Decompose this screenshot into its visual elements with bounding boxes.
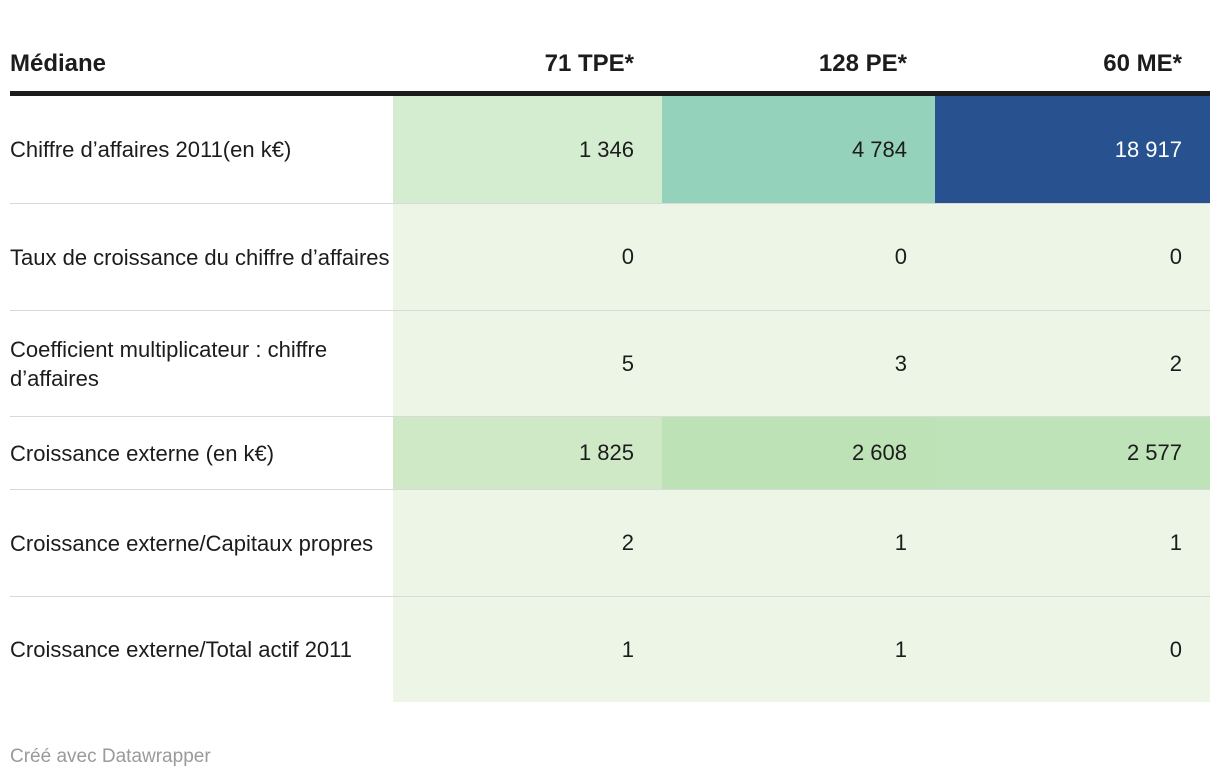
heatmap-cell: 0: [935, 204, 1210, 310]
table-title: Médiane: [10, 49, 107, 77]
row-label: Taux de croissance du chiffre d’affaires: [10, 204, 393, 310]
row-label: Croissance externe (en k€): [10, 417, 393, 489]
column-header-pe: 128 PE*: [818, 49, 907, 77]
table-row: Chiffre d’affaires 2011(en k€) 1 346 4 7…: [10, 96, 1210, 203]
heatmap-cell: 1: [662, 490, 935, 596]
heatmap-cell: 4 784: [662, 96, 935, 203]
row-label: Croissance externe/Total actif 2011: [10, 597, 393, 702]
heatmap-cell: 2 577: [935, 417, 1210, 489]
table-header-row: Médiane 71 TPE* 128 PE* 60 ME*: [10, 0, 1210, 96]
heatmap-cell: 2: [393, 490, 662, 596]
heatmap-cell: 2: [935, 311, 1210, 416]
row-label: Coefficient multiplicateur : chiffre d’a…: [10, 311, 393, 416]
row-label: Chiffre d’affaires 2011(en k€): [10, 96, 393, 203]
column-header-tpe: 71 TPE*: [544, 49, 634, 77]
heatmap-cell: 5: [393, 311, 662, 416]
heatmap-cell: 2 608: [662, 417, 935, 489]
row-label: Croissance externe/Capitaux propres: [10, 490, 393, 596]
table-row: Taux de croissance du chiffre d’affaires…: [10, 203, 1210, 310]
table-row: Croissance externe (en k€) 1 825 2 608 2…: [10, 416, 1210, 489]
heatmap-cell: 0: [935, 597, 1210, 702]
table-body: Chiffre d’affaires 2011(en k€) 1 346 4 7…: [10, 96, 1210, 702]
table-row: Croissance externe/Total actif 2011 1 1 …: [10, 596, 1210, 702]
heatmap-cell: 18 917: [935, 96, 1210, 203]
heatmap-cell: 1: [662, 597, 935, 702]
heatmap-cell: 0: [662, 204, 935, 310]
table-row: Croissance externe/Capitaux propres 2 1 …: [10, 489, 1210, 596]
heatmap-cell: 1 346: [393, 96, 662, 203]
heatmap-cell: 1: [393, 597, 662, 702]
heatmap-cell: 3: [662, 311, 935, 416]
table-row: Coefficient multiplicateur : chiffre d’a…: [10, 310, 1210, 416]
datawrapper-credit-link[interactable]: Créé avec Datawrapper: [10, 746, 211, 767]
datawrapper-heatmap-table: Médiane 71 TPE* 128 PE* 60 ME* Chiffre d…: [10, 0, 1210, 768]
heatmap-cell: 0: [393, 204, 662, 310]
heatmap-cell: 1 825: [393, 417, 662, 489]
column-header-me: 60 ME*: [1103, 49, 1182, 77]
heatmap-cell: 1: [935, 490, 1210, 596]
